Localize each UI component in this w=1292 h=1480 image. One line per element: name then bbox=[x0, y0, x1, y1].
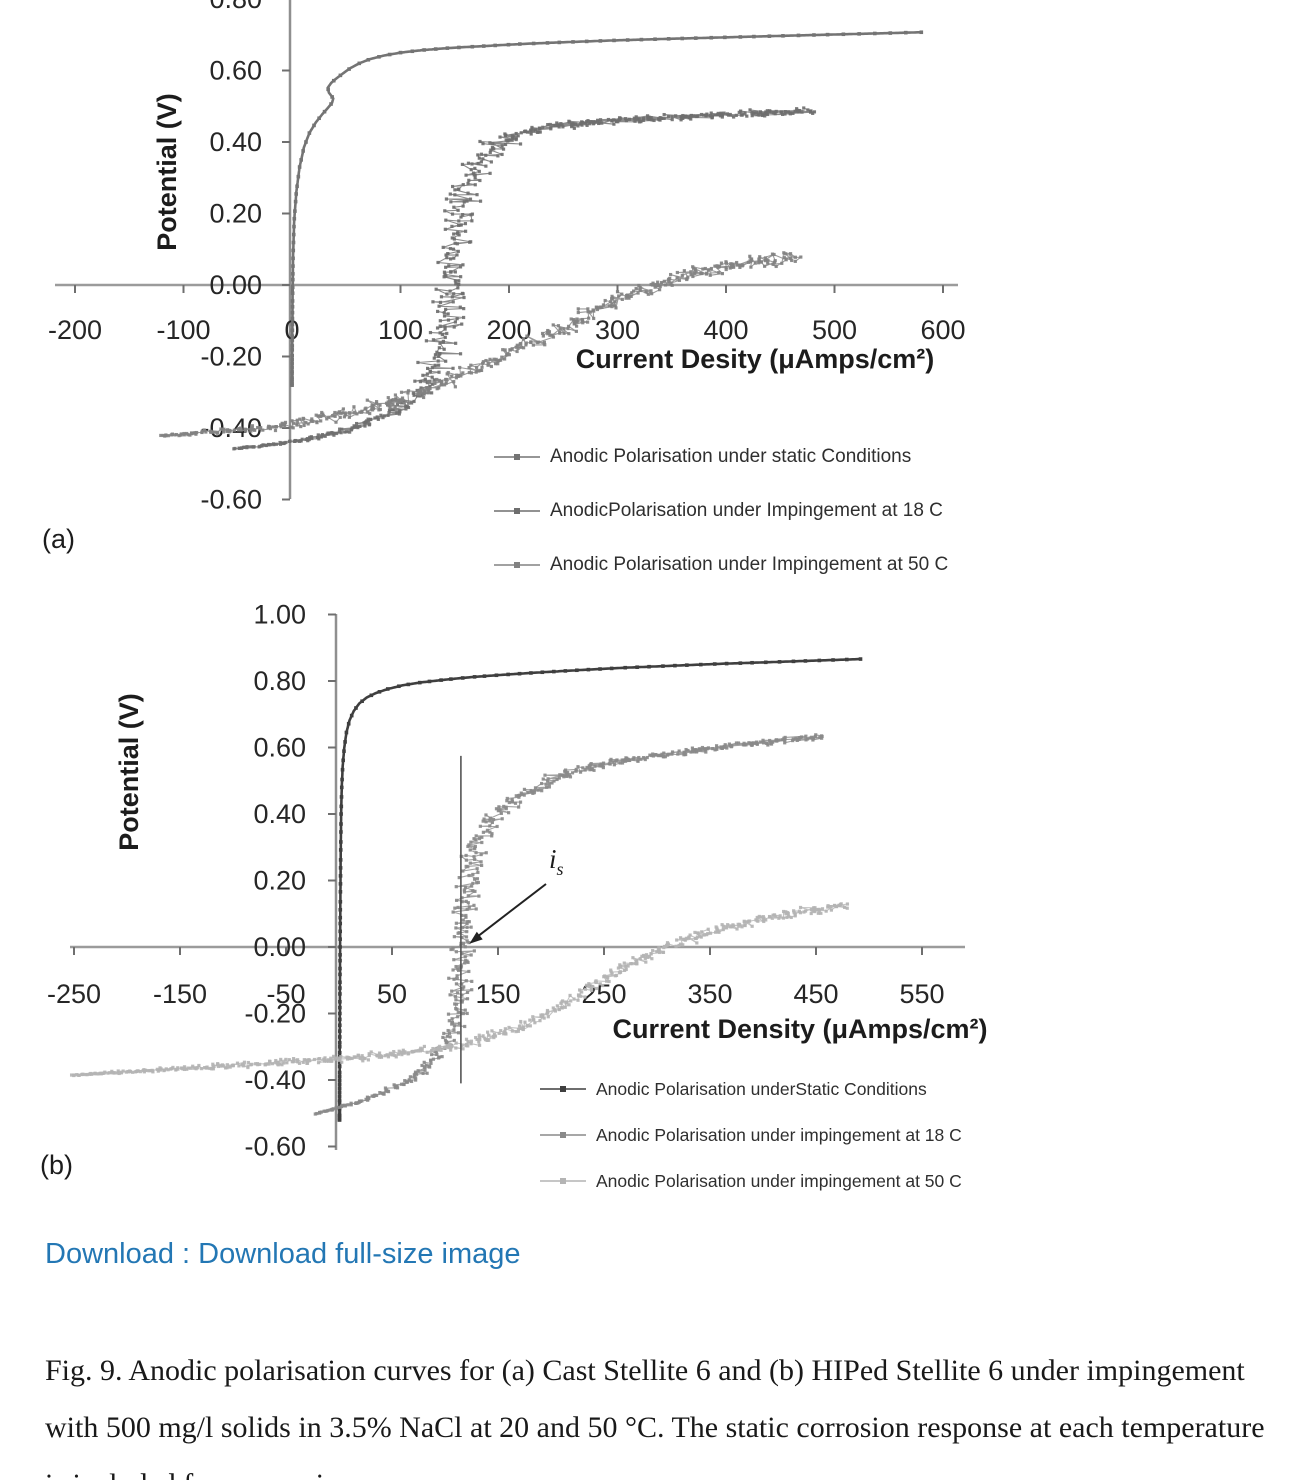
y-tick-label: -0.20 bbox=[200, 342, 262, 372]
legend-item: Anodic Polarisation under impingement at… bbox=[540, 1168, 962, 1194]
legend-label: Anodic Polarisation underStatic Conditio… bbox=[596, 1078, 927, 1099]
x-axis-title: Current Density (μAmps/cm²) bbox=[612, 1014, 987, 1044]
y-tick-label: -0.20 bbox=[244, 999, 306, 1029]
legend-marker-icon bbox=[494, 451, 540, 463]
x-tick-label: -150 bbox=[153, 979, 207, 1009]
x-tick-label: 500 bbox=[812, 315, 857, 345]
x-axis-title: Current Desity (μAmps/cm²) bbox=[576, 344, 935, 374]
x-tick-label: 600 bbox=[920, 315, 965, 345]
legend-item: AnodicPolarisation under Impingement at … bbox=[494, 497, 948, 525]
legend-label: Anodic Polarisation under impingement at… bbox=[596, 1124, 962, 1145]
y-tick-label: 0.40 bbox=[253, 799, 306, 829]
y-tick-label: 1.00 bbox=[253, 600, 306, 630]
y-tick-label: 0.20 bbox=[209, 199, 262, 229]
is-label: is bbox=[549, 844, 564, 879]
y-tick-label: 0.80 bbox=[253, 666, 306, 696]
chart-a-legend: Anodic Polarisation under static Conditi… bbox=[494, 443, 948, 605]
x-tick-label: -250 bbox=[47, 979, 101, 1009]
x-tick-label: 350 bbox=[687, 979, 732, 1009]
chart-b-legend: Anodic Polarisation underStatic Conditio… bbox=[540, 1076, 962, 1214]
y-tick-label: -0.60 bbox=[244, 1132, 306, 1162]
legend-label: Anodic Polarisation under Impingement at… bbox=[550, 554, 949, 575]
legend-item: Anodic Polarisation under static Conditi… bbox=[494, 443, 948, 471]
is-arrowhead bbox=[469, 931, 483, 944]
download-row: Download : Download full-size image bbox=[45, 1238, 521, 1271]
legend-marker-icon bbox=[540, 1175, 586, 1187]
legend-item: Anodic Polarisation under Impingement at… bbox=[494, 551, 948, 579]
y-tick-label: 0.60 bbox=[209, 56, 262, 86]
legend-item: Anodic Polarisation under impingement at… bbox=[540, 1122, 962, 1148]
y-tick-label: 0.80 bbox=[209, 0, 262, 14]
x-tick-label: -100 bbox=[156, 315, 210, 345]
panel-label-b: (b) bbox=[40, 1150, 73, 1180]
x-tick-label: 400 bbox=[703, 315, 748, 345]
charts-canvas: -200-10001002003004005006000.800.600.400… bbox=[47, 0, 988, 1162]
series-imp50 bbox=[69, 902, 850, 1078]
legend-label: Anodic Polarisation under static Conditi… bbox=[550, 446, 912, 467]
x-tick-label: 300 bbox=[595, 315, 640, 345]
y-tick-label: 0.00 bbox=[253, 932, 306, 962]
x-tick-label: -200 bbox=[48, 315, 102, 345]
figure-caption: Fig. 9. Anodic polarisation curves for (… bbox=[45, 1354, 1265, 1480]
series-imp18 bbox=[232, 106, 817, 451]
x-tick-label: 150 bbox=[475, 979, 520, 1009]
y-tick-label: -0.60 bbox=[200, 485, 262, 515]
download-link[interactable]: Download : Download full-size image bbox=[45, 1238, 521, 1270]
x-tick-label: 50 bbox=[377, 979, 407, 1009]
x-tick-label: -50 bbox=[266, 979, 305, 1009]
legend-label: Anodic Polarisation under impingement at… bbox=[596, 1170, 962, 1191]
y-tick-label: 0.60 bbox=[253, 733, 306, 763]
y-tick-label: 0.20 bbox=[253, 866, 306, 896]
panel-label-a: (a) bbox=[42, 524, 75, 554]
y-axis-title: Potential (V) bbox=[114, 693, 144, 851]
x-tick-label: 550 bbox=[899, 979, 944, 1009]
legend-marker-icon bbox=[494, 559, 540, 571]
y-axis-title: Potential (V) bbox=[152, 93, 182, 251]
is-arrow bbox=[476, 883, 547, 938]
y-tick-label: 0.00 bbox=[209, 270, 262, 300]
x-tick-label: 450 bbox=[793, 979, 838, 1009]
legend-label: AnodicPolarisation under Impingement at … bbox=[550, 500, 943, 521]
series-imp50 bbox=[159, 251, 803, 438]
x-tick-label: 100 bbox=[378, 315, 423, 345]
series-static bbox=[290, 30, 924, 387]
chart-panel-b: -250 -150 -50 50 150 250 350 450 5501.000.800.60… bbox=[47, 600, 988, 1162]
legend-item: Anodic Polarisation underStatic Conditio… bbox=[540, 1076, 962, 1102]
legend-marker-icon bbox=[540, 1083, 586, 1095]
chart-panel-a: -200-10001002003004005006000.800.600.400… bbox=[48, 0, 966, 515]
legend-marker-icon bbox=[494, 505, 540, 517]
y-tick-label: -0.40 bbox=[244, 1065, 306, 1095]
series-imp18 bbox=[313, 733, 824, 1116]
y-tick-label: 0.40 bbox=[209, 127, 262, 157]
legend-marker-icon bbox=[540, 1129, 586, 1141]
